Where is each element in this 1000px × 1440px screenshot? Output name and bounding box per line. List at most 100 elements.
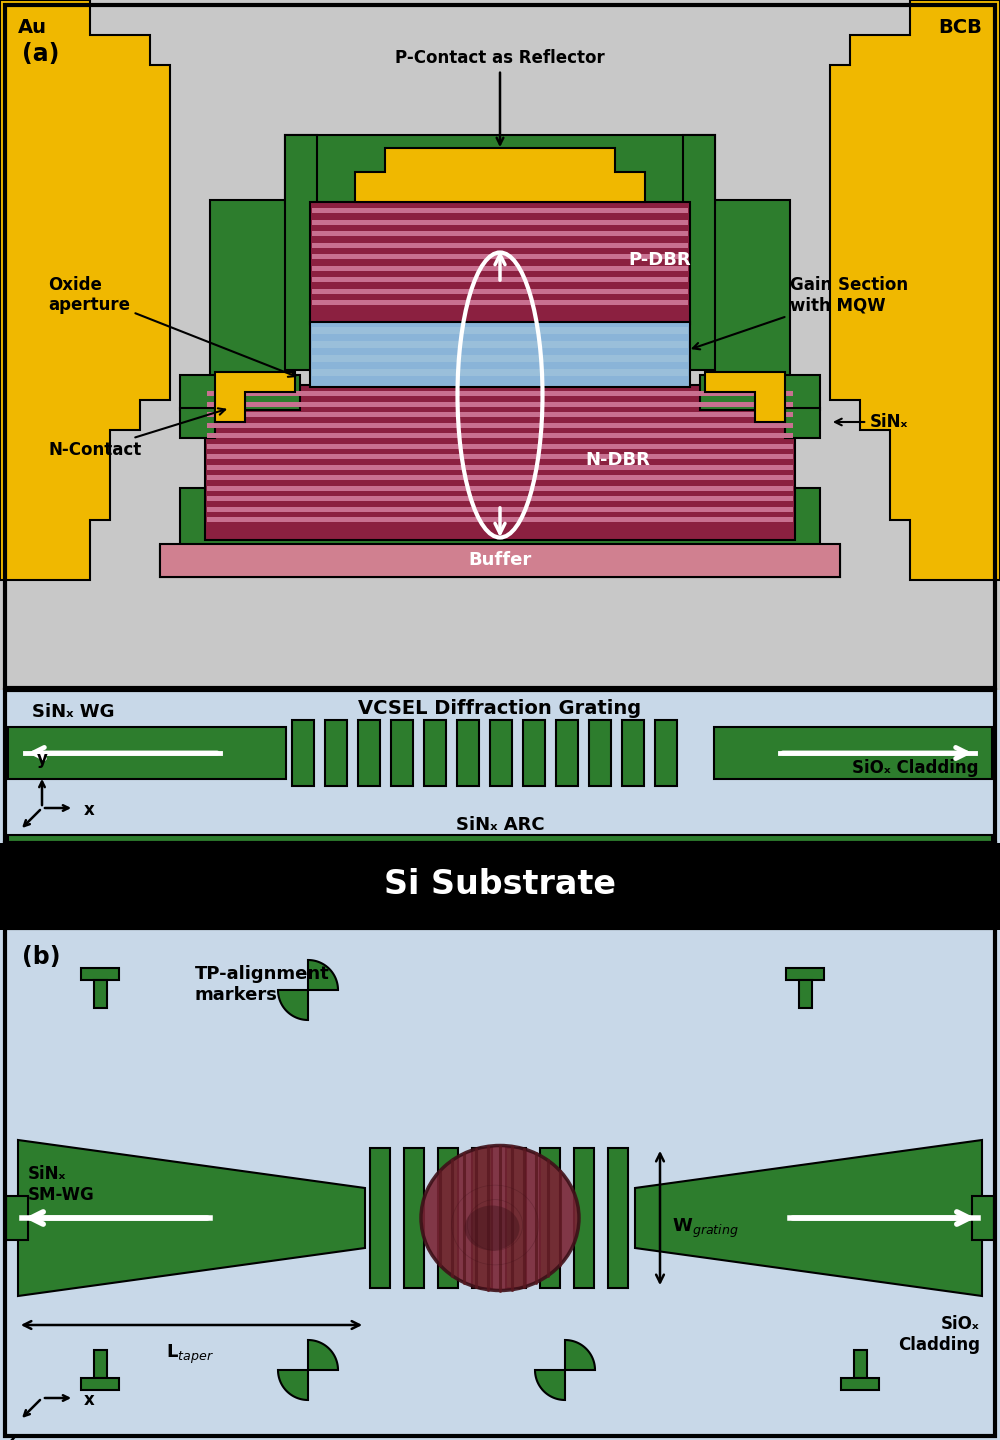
Bar	[207, 507, 793, 511]
Text: SiNₓ: SiNₓ	[835, 413, 908, 431]
Bar	[207, 475, 793, 480]
Bar	[358, 720, 380, 786]
Polygon shape	[830, 0, 1000, 580]
Bar	[312, 230, 688, 236]
Bar	[312, 341, 688, 348]
Text: y: y	[37, 750, 47, 768]
Bar	[589, 720, 611, 786]
Polygon shape	[355, 148, 645, 202]
Bar	[312, 369, 688, 376]
Text: VCSEL Diffraction Grating: VCSEL Diffraction Grating	[358, 698, 642, 717]
Text: BCB: BCB	[938, 17, 982, 37]
Bar	[207, 444, 793, 448]
Polygon shape	[215, 372, 295, 422]
Bar	[490, 720, 512, 786]
Bar	[608, 1148, 628, 1287]
Bar	[6, 1197, 28, 1240]
Text: x: x	[84, 801, 95, 819]
Bar	[160, 544, 840, 577]
Text: (a): (a)	[22, 42, 59, 66]
Polygon shape	[565, 1341, 595, 1369]
Bar	[0, 924, 1000, 930]
Text: Buffer: Buffer	[468, 552, 532, 569]
Bar	[312, 207, 688, 213]
Polygon shape	[308, 960, 338, 991]
Text: SiNₓ ARC: SiNₓ ARC	[456, 816, 544, 834]
Text: N-Contact: N-Contact	[48, 409, 225, 459]
Bar	[655, 720, 677, 786]
Bar	[472, 1148, 492, 1287]
Bar	[207, 454, 793, 459]
Bar	[540, 1148, 560, 1287]
Bar	[8, 727, 286, 779]
Bar	[207, 465, 793, 469]
Bar	[714, 727, 992, 779]
Text: (b): (b)	[22, 945, 60, 969]
Bar	[312, 265, 688, 271]
Bar	[207, 433, 793, 438]
Bar	[854, 1351, 866, 1378]
Bar	[391, 720, 413, 786]
Bar	[785, 408, 820, 438]
Text: x: x	[84, 1391, 95, 1408]
Bar	[0, 842, 1000, 927]
Bar	[207, 485, 793, 491]
Bar	[438, 1148, 458, 1287]
Polygon shape	[278, 1369, 308, 1400]
Bar	[207, 517, 793, 521]
Bar	[574, 1148, 594, 1287]
Bar	[160, 544, 840, 577]
Text: Si Substrate: Si Substrate	[384, 868, 616, 901]
Bar	[207, 392, 793, 396]
Bar	[285, 135, 317, 370]
Bar	[506, 1148, 526, 1287]
Polygon shape	[635, 1140, 982, 1296]
Bar	[205, 384, 795, 540]
Bar	[207, 422, 793, 428]
Bar	[312, 356, 688, 361]
Polygon shape	[278, 991, 308, 1020]
Bar	[180, 408, 215, 438]
Bar	[312, 327, 688, 334]
Bar	[207, 495, 793, 501]
Bar	[312, 253, 688, 259]
Text: N-DBR: N-DBR	[585, 451, 650, 469]
Text: SiOₓ
Cladding: SiOₓ Cladding	[898, 1315, 980, 1354]
Polygon shape	[0, 0, 170, 580]
Bar	[5, 842, 995, 927]
Text: P-Contact as Reflector: P-Contact as Reflector	[395, 49, 605, 144]
Text: P-DBR: P-DBR	[628, 251, 691, 269]
Bar	[710, 200, 790, 436]
Text: SiOₓ Cladding: SiOₓ Cladding	[852, 759, 978, 778]
Bar	[556, 720, 578, 786]
Bar	[622, 720, 644, 786]
Polygon shape	[535, 1369, 565, 1400]
Bar	[81, 968, 119, 981]
Bar	[523, 720, 545, 786]
Bar	[8, 835, 992, 842]
Bar	[457, 720, 479, 786]
Bar	[310, 202, 690, 324]
Bar	[312, 242, 688, 248]
Text: Au: Au	[18, 17, 47, 37]
Bar	[207, 402, 793, 406]
Bar	[786, 968, 824, 981]
Bar	[683, 135, 715, 370]
Bar	[292, 720, 314, 786]
Bar	[94, 1351, 106, 1378]
Bar	[798, 981, 812, 1008]
Bar	[0, 0, 1000, 690]
Bar	[0, 690, 1000, 850]
Bar	[5, 690, 995, 848]
Bar	[424, 720, 446, 786]
Ellipse shape	[421, 1145, 579, 1290]
Text: TP-alignment
markers: TP-alignment markers	[195, 965, 330, 1004]
Bar	[325, 720, 347, 786]
Bar	[210, 200, 290, 436]
Bar	[312, 276, 688, 282]
Bar	[972, 1197, 994, 1240]
Text: SiNₓ
SM-WG: SiNₓ SM-WG	[28, 1165, 95, 1204]
Text: L$_{taper}$: L$_{taper}$	[166, 1344, 214, 1367]
Text: z: z	[7, 840, 17, 858]
Bar	[5, 4, 995, 688]
